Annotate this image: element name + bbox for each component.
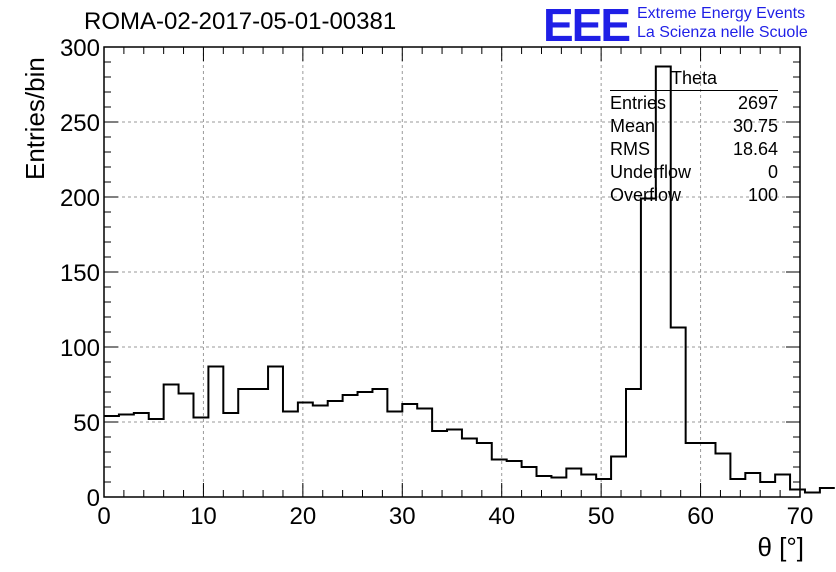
histogram-bin — [715, 454, 730, 498]
histogram-bin — [387, 412, 402, 498]
y-axis-label: Entries/bin — [20, 57, 50, 180]
histogram-bin — [134, 413, 149, 497]
logo-line-2: La Scienza nelle Scuole — [637, 24, 808, 41]
tick-labels: 0 10 20 30 40 50 60 70 0 50 100 150 200 250 300 — [60, 35, 813, 530]
histogram-bin — [432, 431, 447, 497]
y-tick-label: 0 — [87, 485, 100, 512]
x-tick-label: 70 — [787, 503, 814, 530]
histogram-bin — [671, 328, 686, 498]
stats-row-entries: Entries 2697 — [610, 92, 778, 115]
histogram-bin — [119, 415, 134, 498]
stats-value: 100 — [747, 185, 778, 205]
histogram-bin — [343, 395, 358, 497]
histogram-bin — [537, 476, 552, 497]
histogram-bin — [164, 385, 179, 498]
histogram-bin — [208, 367, 223, 498]
stats-value: 2697 — [737, 93, 778, 113]
x-tick-label: 10 — [190, 503, 217, 530]
logo-text: Extreme Energy Events La Scienza nelle S… — [637, 4, 808, 42]
y-tick-label: 50 — [73, 410, 100, 437]
y-tick-label: 200 — [60, 185, 100, 212]
histogram-bin — [313, 406, 328, 498]
stats-label: Mean — [610, 116, 656, 136]
histogram-bin — [447, 430, 462, 498]
histogram-bin — [268, 367, 283, 498]
histogram-bin — [581, 475, 596, 498]
grid-lines — [104, 47, 800, 497]
histogram-bin — [283, 412, 298, 498]
x-axis-label: θ [°] — [757, 532, 804, 562]
histogram-bin — [820, 488, 835, 497]
histogram-bin — [775, 475, 790, 498]
x-tick-label: 0 — [97, 503, 110, 530]
histogram-bin — [745, 473, 760, 497]
histogram-bin — [358, 392, 373, 497]
histogram-bin — [626, 389, 641, 497]
histogram-bin — [507, 461, 522, 497]
histogram-bin — [104, 416, 119, 497]
logo-line-1: Extreme Energy Events — [637, 5, 806, 22]
y-tick-label: 100 — [60, 335, 100, 362]
histogram-bin — [686, 443, 701, 497]
histogram-bin — [641, 199, 656, 498]
histogram-bin — [492, 460, 507, 498]
histogram-bin — [193, 418, 208, 498]
y-tick-label: 250 — [60, 110, 100, 137]
histogram-bin — [760, 482, 775, 497]
stats-row-mean: Mean 30.75 — [610, 115, 778, 138]
histogram-bin — [238, 389, 253, 497]
histogram-line — [104, 65, 835, 494]
axis-ticks — [103, 46, 801, 498]
histogram-bin — [701, 443, 716, 497]
histogram-bin — [328, 401, 343, 497]
histogram-bin — [179, 394, 194, 498]
histogram-bin — [462, 439, 477, 498]
histogram-bin — [730, 479, 745, 497]
stats-box: Theta Entries 2697 Mean 30.75 RMS 18.64 … — [610, 68, 778, 207]
histogram-bin — [253, 389, 268, 497]
stats-label: Entries — [610, 93, 667, 113]
stats-row-rms: RMS 18.64 — [610, 138, 778, 161]
histogram-bin — [566, 469, 581, 498]
x-tick-label: 60 — [687, 503, 714, 530]
histogram-bin — [402, 404, 417, 497]
histogram-bin — [522, 467, 537, 497]
stats-title: Theta — [610, 68, 778, 91]
y-tick-label: 300 — [60, 35, 100, 62]
stats-row-underflow: Underflow 0 — [610, 161, 778, 184]
histogram-bin — [790, 490, 805, 498]
histogram-bin — [596, 479, 611, 497]
x-tick-label: 30 — [389, 503, 416, 530]
eee-logo-icon: EEE — [543, 0, 631, 51]
stats-label: RMS — [610, 139, 650, 159]
stats-row-overflow: Overflow 100 — [610, 184, 778, 207]
stats-label: Overflow — [610, 185, 682, 205]
histogram-bin — [372, 389, 387, 497]
stats-value: 30.75 — [732, 116, 778, 136]
histogram-bin — [611, 457, 626, 498]
y-tick-label: 150 — [60, 260, 100, 287]
x-tick-label: 20 — [290, 503, 317, 530]
histogram-bin — [223, 413, 238, 497]
chart-title: ROMA-02-2017-05-01-00381 — [84, 8, 397, 35]
stats-value: 0 — [767, 162, 778, 182]
stats-value: 18.64 — [732, 139, 778, 159]
histogram-bin — [298, 403, 313, 498]
x-tick-label: 40 — [488, 503, 515, 530]
x-tick-label: 50 — [588, 503, 615, 530]
histogram-bin — [551, 478, 566, 498]
stats-label: Underflow — [610, 162, 692, 182]
histogram-bin — [477, 443, 492, 497]
histogram-bin — [149, 419, 164, 497]
